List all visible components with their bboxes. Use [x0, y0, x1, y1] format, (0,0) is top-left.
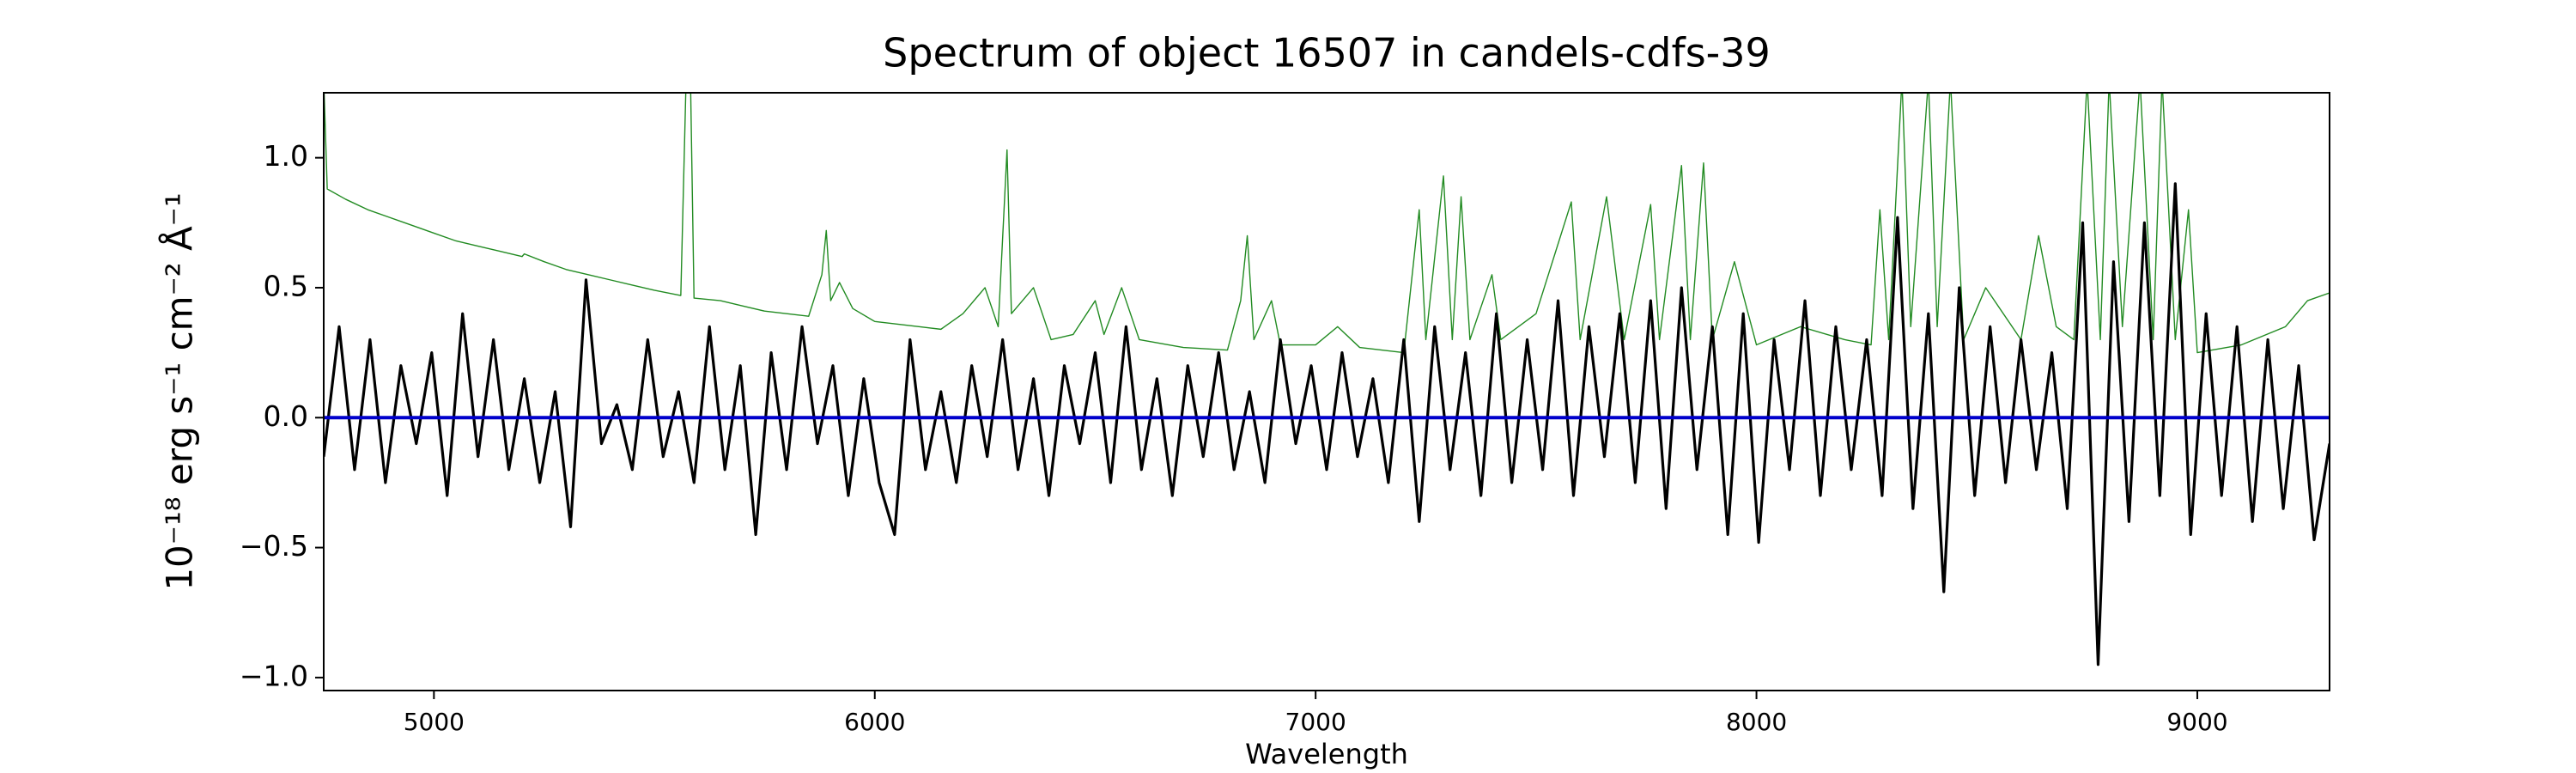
y-axis-label: 10⁻¹⁸ erg s⁻¹ cm⁻² Å⁻¹	[158, 192, 201, 590]
x-tick-label: 7000	[1285, 708, 1346, 736]
x-tick-label: 6000	[844, 708, 905, 736]
chart-title: Spectrum of object 16507 in candels-cdfs…	[883, 30, 1771, 76]
y-tick-label: 0.5	[264, 269, 308, 302]
y-tick-label: −0.5	[240, 529, 308, 563]
y-tick-label: 1.0	[264, 139, 308, 173]
x-tick-label: 9000	[2166, 708, 2227, 736]
plot-area	[324, 93, 2330, 666]
y-tick-label: 0.0	[264, 399, 308, 433]
axes-frame	[323, 92, 2330, 691]
x-axis-label: Wavelength	[1245, 738, 1408, 770]
spectrum-line	[324, 93, 2330, 354]
y-tick-label: −1.0	[240, 659, 308, 692]
x-tick-label: 5000	[404, 708, 465, 736]
x-tick-label: 8000	[1726, 708, 1787, 736]
